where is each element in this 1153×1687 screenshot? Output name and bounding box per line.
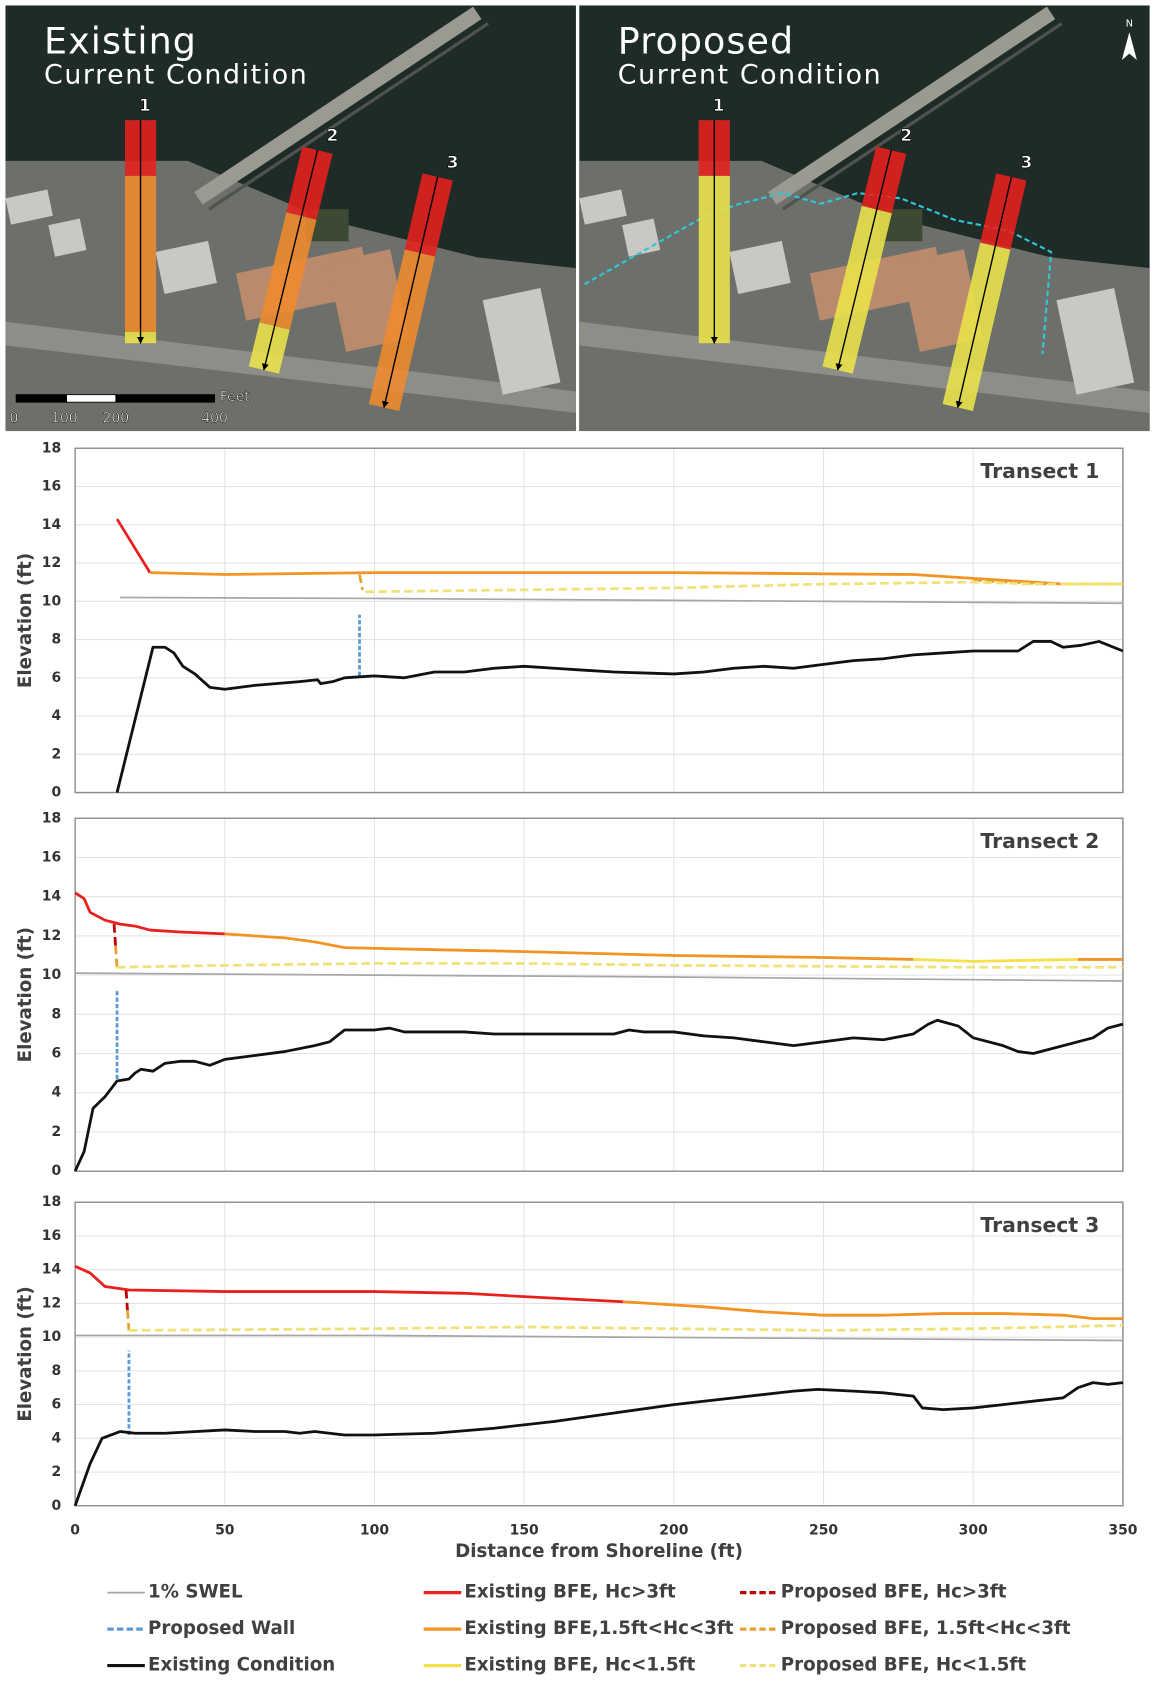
y-tick-label: 8 bbox=[51, 632, 61, 648]
y-tick-label: 18 bbox=[42, 810, 61, 826]
legend-label: Proposed BFE, Hc>3ft bbox=[781, 1582, 1007, 1603]
scale-unit: Feet bbox=[220, 389, 250, 405]
y-tick-label: 14 bbox=[42, 889, 62, 905]
y-tick-label: 10 bbox=[42, 1329, 62, 1345]
y-tick-label: 8 bbox=[51, 1363, 61, 1379]
series-line bbox=[913, 959, 1078, 961]
legend-label: Proposed Wall bbox=[148, 1618, 295, 1639]
y-tick-label: 12 bbox=[42, 555, 61, 571]
plot-area bbox=[75, 448, 1123, 792]
figure: 123ExistingCurrent Condition123ProposedC… bbox=[0, 0, 1153, 1687]
y-tick-label: 0 bbox=[51, 1498, 61, 1514]
y-tick-label: 0 bbox=[51, 785, 61, 801]
y-tick-label: 8 bbox=[51, 1006, 61, 1022]
plot-area bbox=[75, 1202, 1123, 1506]
map-title: Existing bbox=[44, 19, 197, 62]
plot-area bbox=[75, 818, 1123, 1171]
scale-label: 200 bbox=[103, 410, 130, 426]
map-subtitle: Current Condition bbox=[44, 60, 308, 91]
map-title: Proposed bbox=[618, 19, 794, 62]
x-tick-label: 300 bbox=[959, 1522, 988, 1538]
y-tick-label: 6 bbox=[51, 670, 61, 686]
transect-bar bbox=[699, 120, 730, 343]
chart-title: Transect 1 bbox=[980, 459, 1099, 483]
scale-label: 0 bbox=[10, 410, 19, 426]
y-tick-label: 6 bbox=[51, 1046, 61, 1062]
y-tick-label: 4 bbox=[51, 1085, 61, 1101]
y-tick-label: 6 bbox=[51, 1397, 61, 1413]
y-tick-label: 10 bbox=[42, 593, 62, 609]
legend-label: 1% SWEL bbox=[148, 1582, 243, 1603]
y-tick-label: 14 bbox=[42, 1262, 62, 1278]
y-tick-label: 16 bbox=[42, 1228, 61, 1244]
legend-label: Proposed BFE, Hc<1.5ft bbox=[781, 1655, 1027, 1676]
map-subtitle: Current Condition bbox=[618, 60, 882, 91]
y-tick-label: 2 bbox=[51, 1464, 61, 1480]
chart-title: Transect 3 bbox=[980, 1213, 1099, 1237]
y-tick-label: 4 bbox=[51, 708, 61, 724]
x-axis-title: Distance from Shoreline (ft) bbox=[455, 1541, 743, 1562]
y-axis-title: Elevation (ft) bbox=[15, 1286, 36, 1421]
scale-label: 400 bbox=[201, 410, 228, 426]
y-axis-title: Elevation (ft) bbox=[15, 553, 36, 688]
legend-label: Existing Condition bbox=[148, 1655, 335, 1676]
transect-number: 2 bbox=[327, 126, 339, 146]
y-tick-label: 10 bbox=[42, 967, 62, 983]
y-tick-label: 14 bbox=[42, 517, 62, 533]
y-tick-label: 12 bbox=[42, 1295, 61, 1311]
building bbox=[622, 219, 660, 257]
transect-bar bbox=[125, 120, 156, 343]
scale-segment bbox=[67, 395, 116, 403]
legend-label: Existing BFE,1.5ft<Hc<3ft bbox=[464, 1618, 733, 1639]
transect-number: 3 bbox=[1020, 153, 1032, 173]
y-tick-label: 18 bbox=[42, 1194, 61, 1210]
y-tick-label: 16 bbox=[42, 479, 61, 495]
chart: 0 2 4 6 8 10 12 14 16 18 0 50 100 150 200 250 300 350 Tran… bbox=[15, 1194, 1138, 1675]
y-tick-label: 2 bbox=[51, 746, 61, 762]
y-tick-label: 12 bbox=[42, 928, 61, 944]
x-tick-label: 0 bbox=[70, 1522, 80, 1538]
y-axis-title: Elevation (ft) bbox=[15, 927, 36, 1062]
y-tick-label: 16 bbox=[42, 850, 61, 866]
x-tick-label: 250 bbox=[809, 1522, 838, 1538]
scale-segment bbox=[116, 395, 215, 403]
scale-segment bbox=[16, 395, 66, 403]
y-tick-label: 2 bbox=[51, 1124, 61, 1140]
chart: 0 2 4 6 8 10 12 14 16 18 Transect 1 Elevation (ft) bbox=[15, 440, 1123, 800]
x-tick-label: 350 bbox=[1108, 1522, 1137, 1538]
chart-title: Transect 2 bbox=[980, 829, 1099, 853]
legend-label: Existing BFE, Hc<1.5ft bbox=[464, 1655, 695, 1676]
page: 123ExistingCurrent Condition123ProposedC… bbox=[0, 0, 1153, 1687]
scale-label: 100 bbox=[51, 410, 78, 426]
transect-number: 2 bbox=[900, 126, 912, 146]
x-tick-label: 150 bbox=[510, 1522, 539, 1538]
legend-label: Existing BFE, Hc>3ft bbox=[464, 1582, 676, 1603]
transect-number: 1 bbox=[713, 96, 725, 116]
y-tick-label: 0 bbox=[51, 1163, 61, 1179]
x-tick-label: 50 bbox=[215, 1522, 235, 1538]
y-tick-label: 4 bbox=[51, 1430, 61, 1446]
transect-number: 3 bbox=[447, 153, 459, 173]
x-tick-label: 100 bbox=[360, 1522, 389, 1538]
building bbox=[48, 219, 86, 257]
x-tick-label: 200 bbox=[659, 1522, 688, 1538]
north-label: N bbox=[1126, 19, 1133, 30]
legend-label: Proposed BFE, 1.5ft<Hc<3ft bbox=[781, 1618, 1071, 1639]
transect-number: 1 bbox=[139, 96, 151, 116]
chart: 0 2 4 6 8 10 12 14 16 18 Transect 2 Elevation (ft) bbox=[15, 810, 1123, 1179]
y-tick-label: 18 bbox=[42, 440, 61, 456]
